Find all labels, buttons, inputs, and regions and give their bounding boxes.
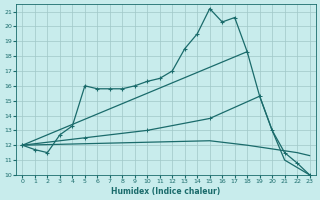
X-axis label: Humidex (Indice chaleur): Humidex (Indice chaleur) [111, 187, 221, 196]
